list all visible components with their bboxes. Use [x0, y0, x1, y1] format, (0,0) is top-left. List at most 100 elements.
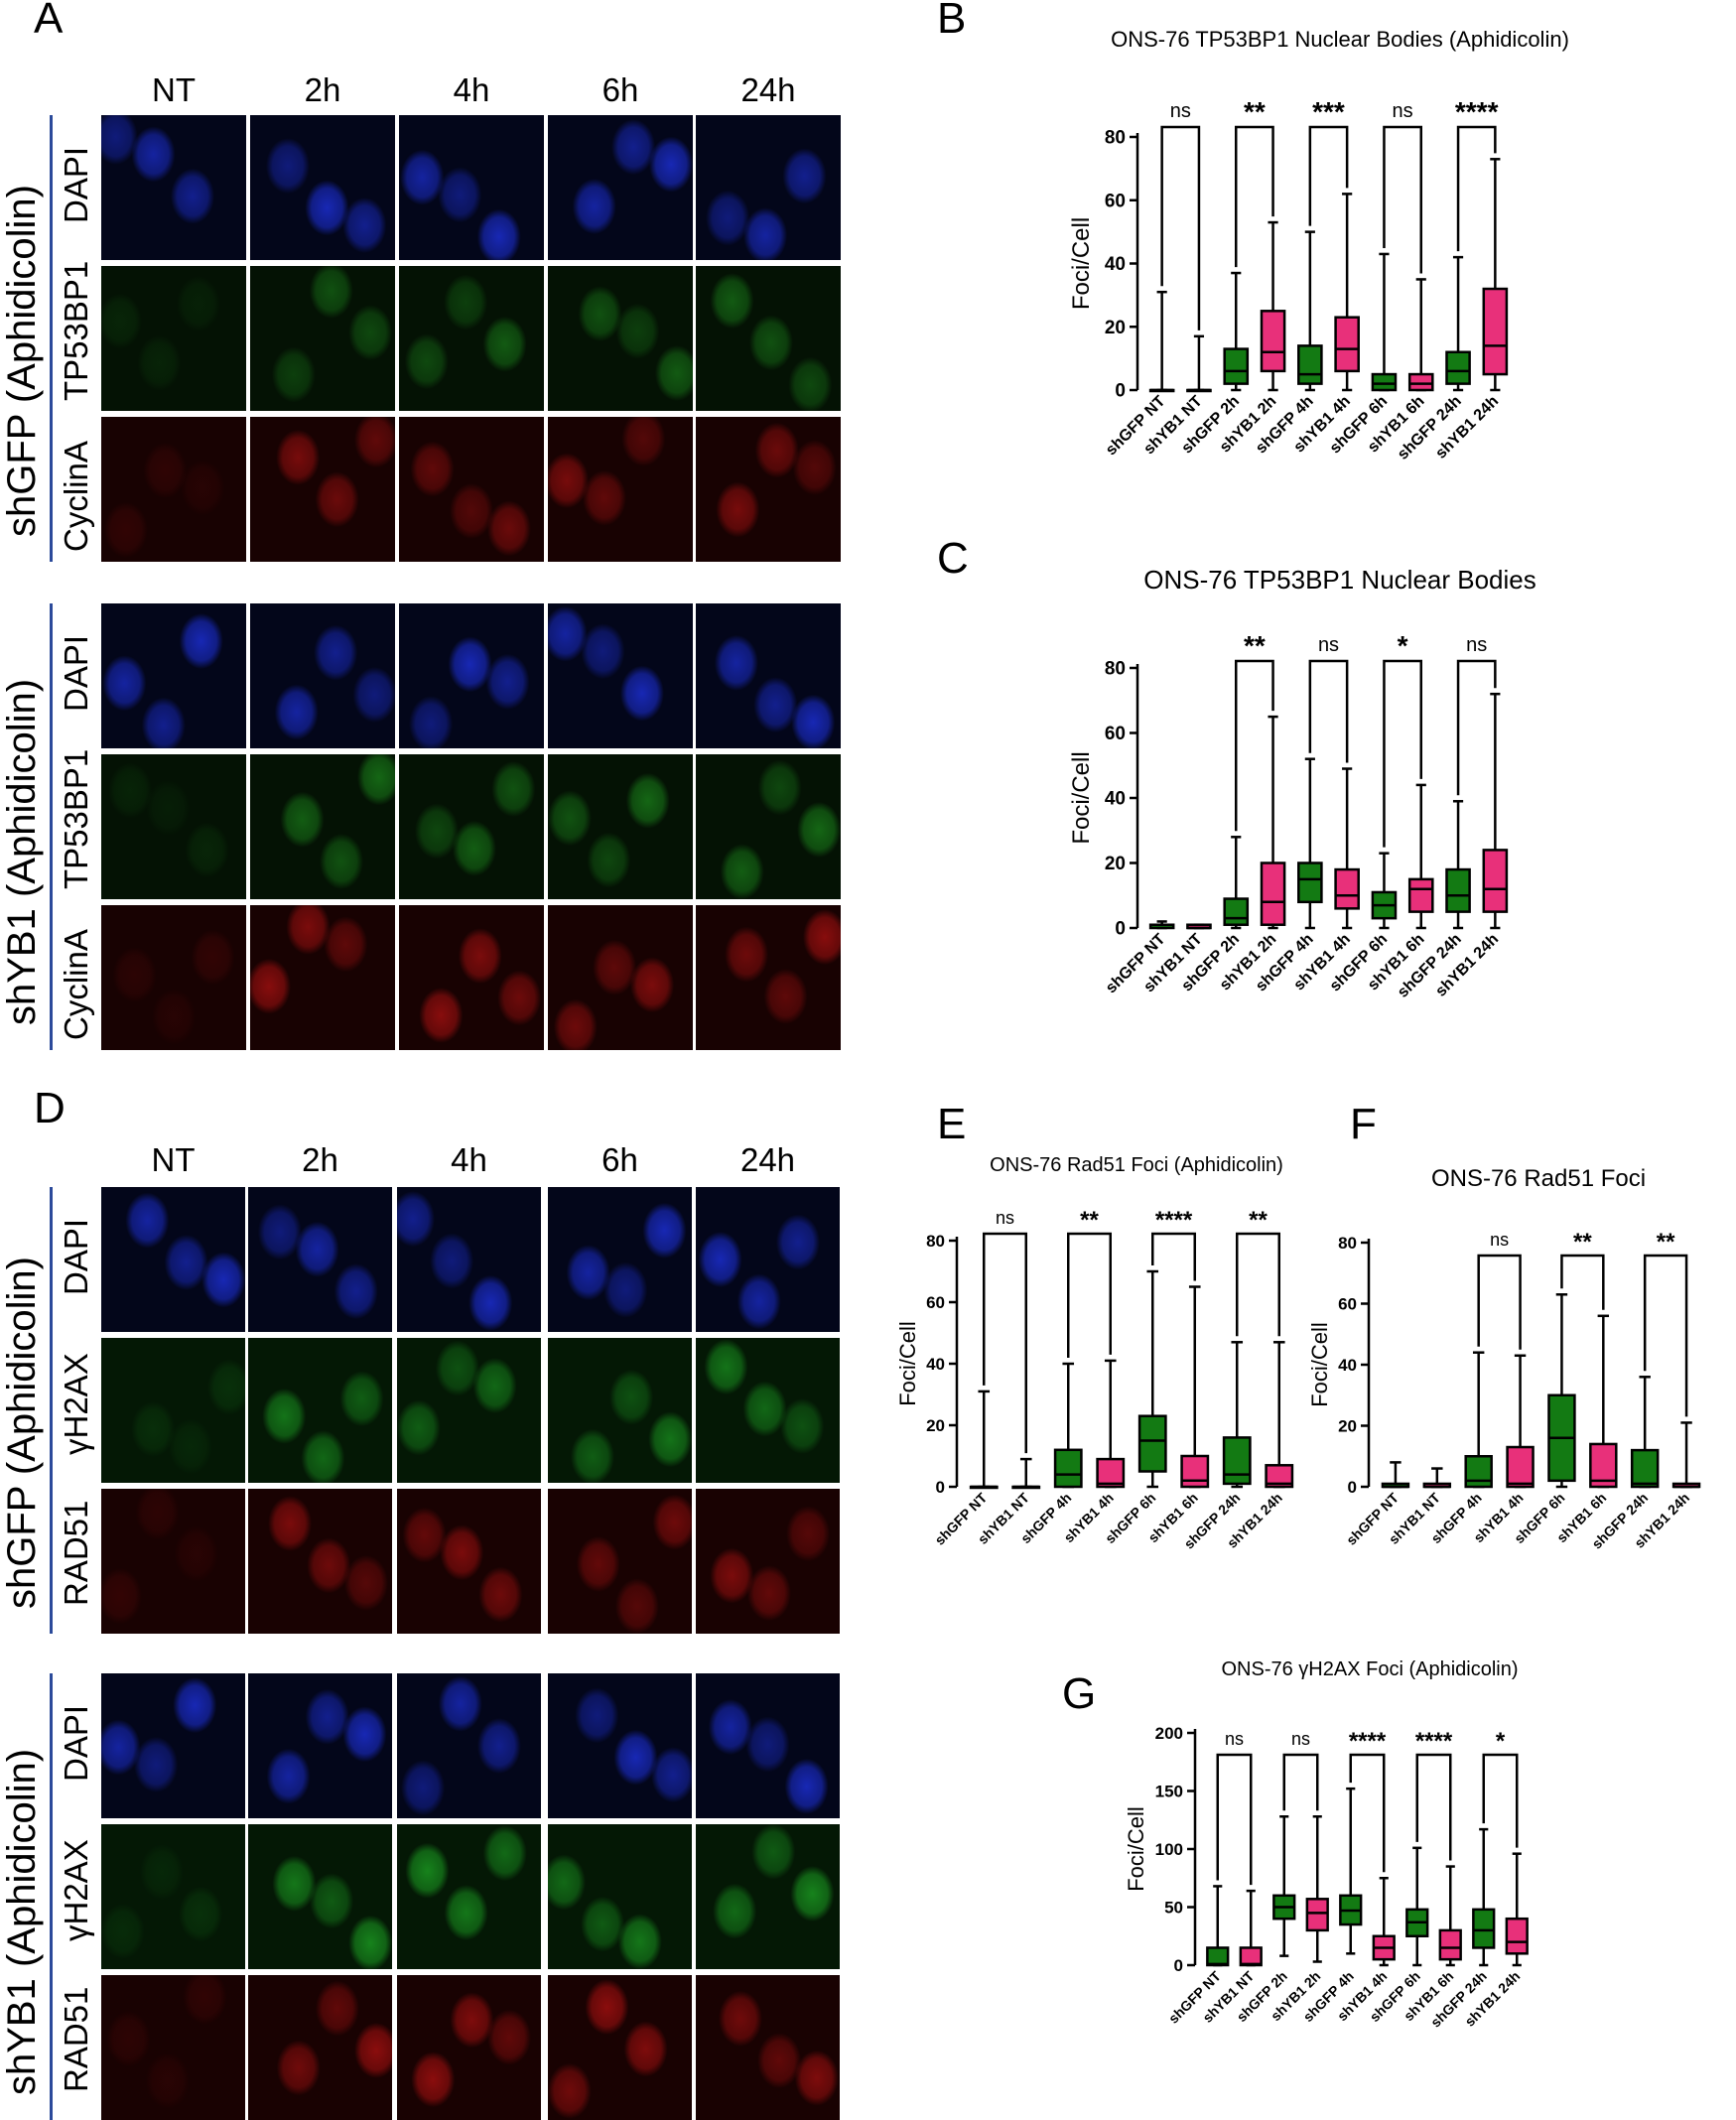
significance-label: ns	[1170, 100, 1191, 122]
micrograph-h2ax-4h	[397, 1338, 541, 1483]
box-shyb1-nt	[1239, 1946, 1263, 1967]
group-label-0: shGFP (Aphidicolin)	[0, 1257, 44, 1609]
significance-label: ns	[996, 1208, 1014, 1228]
micrograph-dapi-nt	[101, 1673, 245, 1818]
panel-letter-d: D	[34, 1084, 66, 1132]
group-divider-line	[50, 603, 53, 1050]
box-shyb1-6h	[1438, 1928, 1462, 1961]
significance-bracket	[1643, 1254, 1688, 1417]
row-label-rad51: RAD51	[58, 1986, 94, 2092]
micrograph-cyclina-2h	[250, 417, 395, 562]
significance-bracket	[983, 1232, 1027, 1454]
box-shgfp-4h	[1053, 1448, 1083, 1489]
panel-letter-a: A	[34, 0, 64, 43]
significance-bracket	[1482, 1753, 1519, 1848]
significance-bracket	[1349, 1753, 1386, 1873]
significance-label: **	[1244, 96, 1266, 127]
group-label-0: shGFP (Aphidicolin)	[0, 185, 44, 537]
micrograph-tp53bp1-24h	[696, 754, 841, 899]
box-shgfp-24h	[1445, 867, 1471, 913]
box-shyb1-6h	[1407, 372, 1434, 392]
micrograph-dapi-4h	[397, 1187, 541, 1332]
panel-letter-f: F	[1350, 1100, 1377, 1148]
micrograph-h2ax-nt	[101, 1338, 245, 1483]
y-tick-label: 20	[1338, 1416, 1357, 1435]
micrograph-dapi-6h	[548, 1187, 692, 1332]
group-divider-line	[50, 1673, 53, 2120]
micrograph-dapi-24h	[696, 603, 841, 748]
row-label-dapi: DAPI	[58, 1704, 94, 1782]
column-label-24h: 24h	[739, 1141, 796, 1178]
micrograph-h2ax-2h	[248, 1824, 392, 1969]
box-shyb1-4h	[1506, 1445, 1535, 1489]
significance-label: ****	[1455, 96, 1499, 127]
panel-letter-b: B	[937, 0, 967, 43]
micrograph-dapi-4h	[397, 1673, 541, 1818]
column-label-2h: 2h	[304, 71, 341, 108]
micrograph-tp53bp1-nt	[101, 266, 246, 411]
box-shyb1-2h	[1260, 310, 1286, 373]
y-tick-label: 200	[1155, 1724, 1183, 1743]
micrograph-dapi-2h	[250, 115, 395, 260]
column-label-nt: NT	[152, 71, 196, 108]
chart-e: ONS-76 Rad51 Foci (Aphidicolin) 0 20 40 60 80…	[895, 1154, 1294, 1552]
group-divider-line	[50, 115, 53, 562]
micrograph-h2ax-24h	[696, 1824, 840, 1969]
significance-bracket	[1415, 1753, 1452, 1861]
micrograph-cyclina-4h	[399, 417, 544, 562]
micrograph-tp53bp1-4h	[399, 266, 544, 411]
significance-bracket	[1235, 659, 1274, 832]
significance-bracket	[1282, 1753, 1319, 1811]
panel-letter-c: C	[937, 534, 969, 583]
micrograph-dapi-4h	[399, 603, 544, 748]
significance-bracket	[1383, 659, 1422, 848]
y-tick-label: 0	[1115, 381, 1126, 402]
box-shgfp-2h	[1223, 897, 1250, 926]
significance-bracket	[1216, 1753, 1253, 1886]
box-shgfp-6h	[1137, 1414, 1167, 1473]
micrograph-cyclina-24h	[696, 905, 841, 1050]
significance-label: **	[1249, 1207, 1268, 1234]
significance-label: ****	[1155, 1207, 1193, 1234]
y-tick-label: 60	[1105, 724, 1126, 744]
chart-title: ONS-76 TP53BP1 Nuclear Bodies (Aphidicol…	[1111, 27, 1569, 52]
y-axis-label: Foci/Cell	[1124, 1806, 1148, 1892]
row-label-rad51: RAD51	[58, 1500, 94, 1606]
significance-bracket	[1160, 125, 1201, 331]
significance-bracket	[1456, 659, 1497, 796]
significance-bracket	[1308, 125, 1349, 226]
micrograph-rad51-nt	[101, 1975, 245, 2120]
micrograph-dapi-nt	[101, 115, 246, 260]
row-label-h2ax: γH2AX	[58, 1839, 94, 1941]
chart-c: ONS-76 TP53BP1 Nuclear Bodies 0 20 40 60 80 Fo…	[1068, 565, 1536, 1001]
micrograph-cyclina-2h	[250, 905, 395, 1050]
chart-g: ONS-76 γH2AX Foci (Aphidicolin) 0 50 100 150…	[1124, 1658, 1529, 2031]
box-shyb1-2h	[1305, 1898, 1329, 1932]
micrograph-tp53bp1-6h	[548, 266, 693, 411]
micrograph-cyclina-6h	[548, 417, 693, 562]
y-tick-label: 40	[1105, 254, 1126, 275]
micrograph-rad51-2h	[248, 1489, 392, 1634]
row-label-cyclina: CyclinA	[58, 929, 94, 1040]
y-tick-label: 50	[1164, 1898, 1183, 1917]
box-shgfp-24h	[1445, 350, 1471, 385]
micrograph-h2ax-24h	[696, 1338, 840, 1483]
y-tick-label: 60	[1338, 1294, 1357, 1313]
significance-label: **	[1657, 1229, 1675, 1256]
y-tick-label: 80	[1105, 659, 1126, 680]
micrograph-cyclina-24h	[696, 417, 841, 562]
micrograph-rad51-4h	[397, 1489, 541, 1634]
y-tick-label: 40	[1105, 789, 1126, 810]
y-tick-label: 80	[1338, 1234, 1357, 1253]
significance-label: ns	[1490, 1230, 1509, 1250]
row-label-tp53bp1: TP53BP1	[58, 260, 94, 401]
micrograph-h2ax-nt	[101, 1824, 245, 1969]
column-label-2h: 2h	[302, 1141, 338, 1178]
box-shyb1-6h	[1407, 877, 1434, 913]
micrograph-dapi-6h	[548, 115, 693, 260]
micrograph-dapi-2h	[250, 603, 395, 748]
significance-label: **	[1244, 630, 1266, 661]
significance-label: ****	[1415, 1728, 1453, 1755]
micrograph-dapi-nt	[101, 1187, 245, 1332]
micrograph-dapi-nt	[101, 603, 246, 748]
